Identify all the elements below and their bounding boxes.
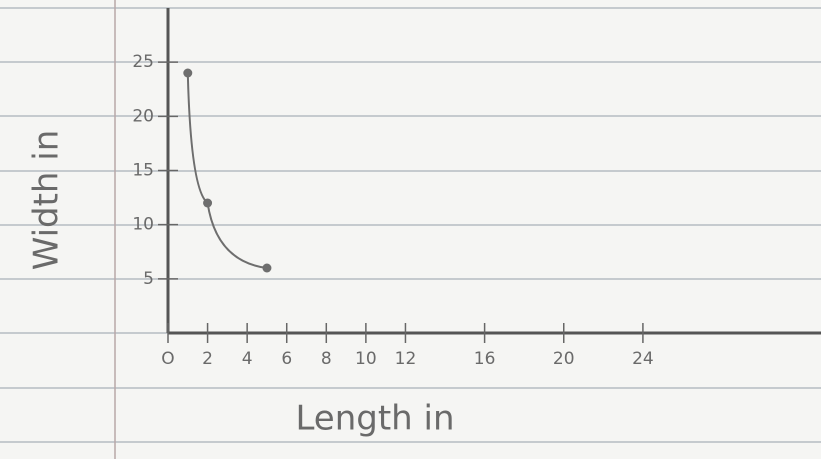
- y-tick-label: 5: [143, 269, 154, 289]
- x-tick-label: 8: [321, 349, 332, 369]
- x-tick-label: 12: [395, 349, 417, 369]
- data-point: [183, 69, 192, 78]
- x-tick-label: 6: [281, 349, 292, 369]
- y-axis-label: Width in: [27, 130, 67, 271]
- x-tick-label: 10: [355, 349, 377, 369]
- y-tick-label: 20: [132, 106, 154, 126]
- data-point: [203, 199, 212, 208]
- data-point: [262, 264, 271, 273]
- x-tick-label: 4: [242, 349, 253, 369]
- notebook-chart: Width in Length in 510152025O24681012162…: [0, 0, 821, 459]
- paper: [0, 0, 821, 459]
- y-tick-label: 25: [132, 52, 154, 72]
- x-tick-label: O: [161, 349, 174, 369]
- y-tick-label: 15: [132, 161, 154, 181]
- y-tick-label: 10: [132, 215, 154, 235]
- x-tick-label: 20: [553, 349, 575, 369]
- x-axis-label: Length in: [295, 399, 454, 439]
- x-tick-label: 16: [474, 349, 496, 369]
- x-tick-label: 2: [202, 349, 213, 369]
- x-tick-label: 24: [632, 349, 654, 369]
